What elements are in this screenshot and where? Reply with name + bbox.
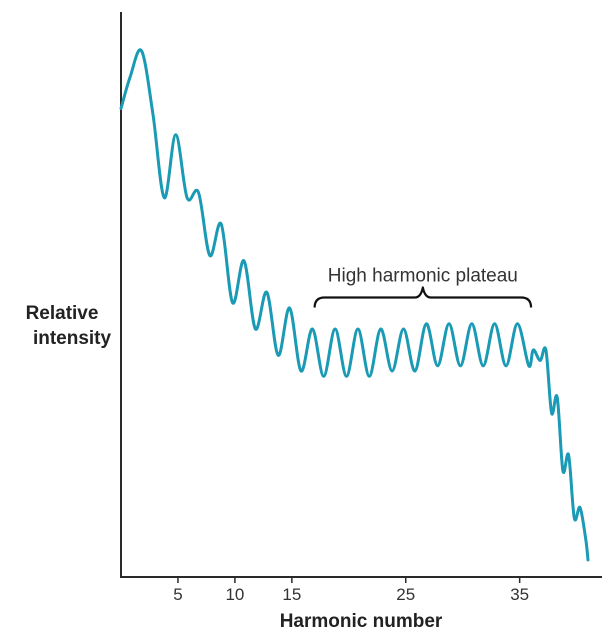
x-ticks: 5 10 15 25 35	[173, 577, 529, 604]
x-tick-label-5: 5	[173, 585, 182, 604]
x-tick-label-25: 25	[396, 585, 415, 604]
annotation-plateau-label: High harmonic plateau	[328, 266, 518, 287]
y-axis-label-line2: intensity	[33, 328, 112, 349]
x-axis-label: Harmonic number	[280, 611, 443, 632]
x-tick-label-15: 15	[282, 585, 301, 604]
x-tick-label-35: 35	[510, 585, 529, 604]
plateau-brace	[313, 286, 533, 308]
x-tick-label-10: 10	[225, 585, 244, 604]
y-axis-label-line1: Relative	[26, 303, 99, 324]
axes	[120, 12, 602, 578]
series-line-intensity	[119, 48, 590, 562]
